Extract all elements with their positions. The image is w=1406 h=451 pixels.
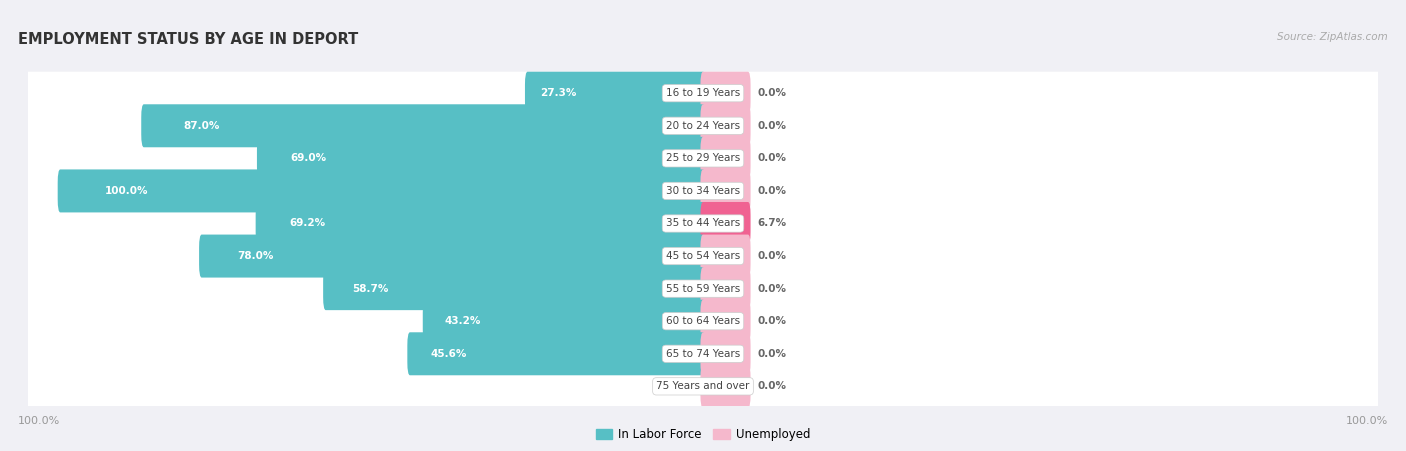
Text: 100.0%: 100.0%: [1346, 416, 1388, 426]
FancyBboxPatch shape: [200, 235, 706, 277]
Text: 69.2%: 69.2%: [290, 218, 325, 229]
Text: 100.0%: 100.0%: [105, 186, 149, 196]
FancyBboxPatch shape: [700, 332, 751, 375]
FancyBboxPatch shape: [27, 72, 1379, 115]
FancyBboxPatch shape: [700, 72, 751, 115]
FancyBboxPatch shape: [27, 267, 1379, 310]
FancyBboxPatch shape: [27, 170, 1379, 212]
Text: 100.0%: 100.0%: [18, 416, 60, 426]
FancyBboxPatch shape: [257, 137, 706, 180]
Text: 20 to 24 Years: 20 to 24 Years: [666, 121, 740, 131]
FancyBboxPatch shape: [700, 267, 751, 310]
Text: 6.7%: 6.7%: [758, 218, 787, 229]
FancyBboxPatch shape: [423, 300, 706, 343]
FancyBboxPatch shape: [256, 202, 706, 245]
FancyBboxPatch shape: [700, 202, 751, 245]
Text: 0.0%: 0.0%: [758, 316, 786, 326]
FancyBboxPatch shape: [58, 170, 706, 212]
FancyBboxPatch shape: [27, 202, 1379, 245]
FancyBboxPatch shape: [700, 137, 751, 180]
Text: 0.0%: 0.0%: [758, 153, 786, 163]
FancyBboxPatch shape: [27, 104, 1379, 147]
Text: 60 to 64 Years: 60 to 64 Years: [666, 316, 740, 326]
Text: 55 to 59 Years: 55 to 59 Years: [666, 284, 740, 294]
Text: 16 to 19 Years: 16 to 19 Years: [666, 88, 740, 98]
Text: 0.0%: 0.0%: [758, 186, 786, 196]
Text: 45 to 54 Years: 45 to 54 Years: [666, 251, 740, 261]
Text: 35 to 44 Years: 35 to 44 Years: [666, 218, 740, 229]
FancyBboxPatch shape: [27, 332, 1379, 375]
Text: EMPLOYMENT STATUS BY AGE IN DEPORT: EMPLOYMENT STATUS BY AGE IN DEPORT: [18, 32, 359, 46]
Legend: In Labor Force, Unemployed: In Labor Force, Unemployed: [591, 423, 815, 446]
Text: 58.7%: 58.7%: [352, 284, 388, 294]
Text: 0.0%: 0.0%: [758, 88, 786, 98]
FancyBboxPatch shape: [700, 235, 751, 277]
Text: 30 to 34 Years: 30 to 34 Years: [666, 186, 740, 196]
Text: 87.0%: 87.0%: [183, 121, 219, 131]
FancyBboxPatch shape: [700, 365, 751, 408]
Text: 0.0%: 0.0%: [758, 382, 786, 391]
FancyBboxPatch shape: [524, 72, 706, 115]
Text: 43.2%: 43.2%: [444, 316, 481, 326]
FancyBboxPatch shape: [27, 300, 1379, 343]
FancyBboxPatch shape: [27, 365, 1379, 408]
Text: 0.0%: 0.0%: [758, 251, 786, 261]
FancyBboxPatch shape: [700, 170, 751, 212]
Text: 25 to 29 Years: 25 to 29 Years: [666, 153, 740, 163]
Text: 0.0%: 0.0%: [665, 382, 693, 391]
FancyBboxPatch shape: [700, 104, 751, 147]
FancyBboxPatch shape: [700, 300, 751, 343]
Text: 27.3%: 27.3%: [540, 88, 576, 98]
Text: 69.0%: 69.0%: [291, 153, 326, 163]
Text: 45.6%: 45.6%: [430, 349, 467, 359]
FancyBboxPatch shape: [27, 235, 1379, 277]
Text: 78.0%: 78.0%: [236, 251, 273, 261]
FancyBboxPatch shape: [408, 332, 706, 375]
Text: 0.0%: 0.0%: [758, 349, 786, 359]
Text: 75 Years and over: 75 Years and over: [657, 382, 749, 391]
Text: Source: ZipAtlas.com: Source: ZipAtlas.com: [1277, 32, 1388, 41]
Text: 65 to 74 Years: 65 to 74 Years: [666, 349, 740, 359]
Text: 0.0%: 0.0%: [758, 284, 786, 294]
Text: 0.0%: 0.0%: [758, 121, 786, 131]
FancyBboxPatch shape: [323, 267, 706, 310]
FancyBboxPatch shape: [27, 137, 1379, 180]
FancyBboxPatch shape: [141, 104, 706, 147]
